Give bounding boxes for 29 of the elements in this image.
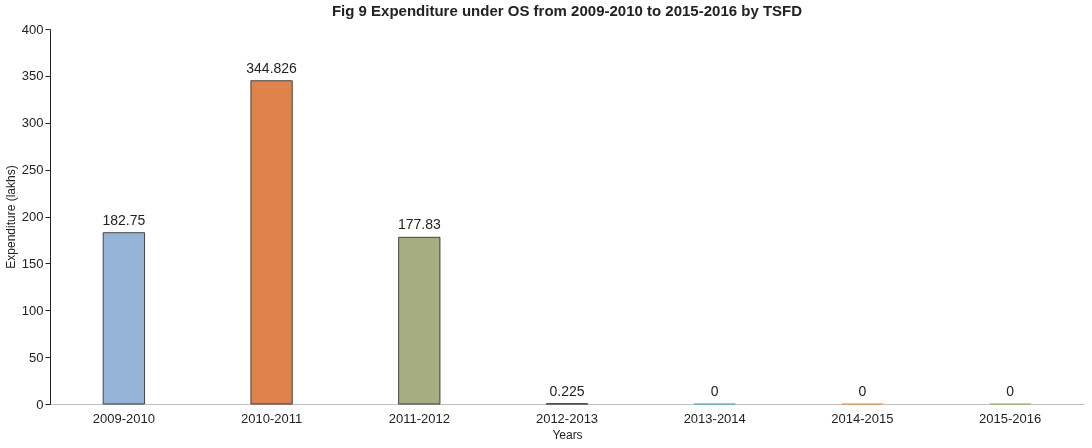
x-tick-label: 2011-2012 (388, 410, 450, 426)
chart-title: Fig 9 Expenditure under OS from 2009-2010 to 2015-2016 by TSFD (331, 2, 803, 19)
data-label: 0.225 (549, 382, 585, 399)
bar (398, 236, 441, 405)
y-tick-label: 250 (21, 162, 44, 178)
y-tick-label: 350 (21, 68, 44, 84)
x-tick-label: 2015-2016 (979, 410, 1042, 426)
y-tick-label: 400 (21, 21, 44, 37)
y-tick-label: 100 (21, 302, 44, 318)
x-tick-label: 2013-2014 (683, 410, 746, 426)
data-label: 0 (1006, 383, 1015, 399)
y-tick-label: 0 (36, 396, 44, 412)
data-label: 344.826 (246, 59, 298, 76)
data-label: 182.75 (102, 211, 146, 228)
y-tick-label: 150 (21, 255, 44, 271)
y-tick-label: 300 (21, 115, 44, 131)
bar (250, 80, 293, 405)
bar (102, 232, 145, 405)
data-label: 0 (710, 383, 719, 399)
x-tick-label: 2012-2013 (535, 410, 599, 426)
y-tick-label: 50 (29, 349, 44, 365)
y-tick-label: 200 (21, 209, 44, 224)
data-label: 177.83 (397, 216, 441, 233)
x-tick-label: 2010-2011 (240, 410, 303, 426)
x-tick-label: 2014-2015 (831, 410, 894, 426)
x-axis-title: Years (552, 427, 583, 442)
x-tick-label: 2009-2010 (92, 410, 155, 426)
y-axis-title: Expenditure (lakhs) (3, 165, 18, 269)
data-label: 0 (858, 383, 867, 399)
